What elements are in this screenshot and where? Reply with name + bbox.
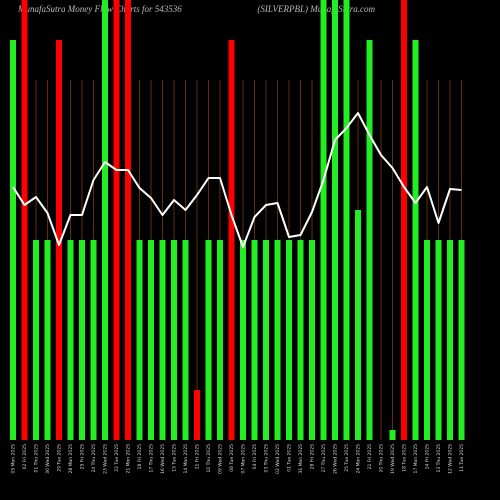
x-tick-label: 19 Wed 2025 — [390, 444, 396, 474]
x-tick-label: 26 Wed 2025 — [333, 444, 339, 474]
bar — [343, 0, 350, 440]
x-tick-label: 24 Mon 2025 — [356, 444, 362, 474]
x-tick-label: 14 Fri 2025 — [425, 444, 431, 470]
bar — [320, 0, 327, 440]
bar — [10, 40, 16, 440]
bar — [67, 240, 74, 440]
bar — [205, 240, 212, 440]
bar — [240, 240, 246, 440]
bar — [79, 240, 85, 440]
x-tick-label: 28 Fri 2025 — [310, 444, 316, 470]
bar — [194, 390, 200, 440]
bar — [90, 240, 97, 440]
bar — [159, 240, 166, 440]
x-tick-label: 22 Tue 2025 — [114, 444, 120, 472]
x-tick-label: 16 Wed 2025 — [160, 444, 166, 474]
x-tick-label: 02 Wed 2025 — [275, 444, 281, 474]
x-tick-label: 14 Mon 2025 — [183, 444, 189, 474]
bar — [274, 240, 281, 440]
x-tick-label: 12 Wed 2025 — [448, 444, 454, 474]
x-tick-label: 24 Thu 2025 — [91, 444, 97, 473]
bar — [44, 240, 51, 440]
bar — [424, 240, 430, 440]
x-tick-label: 25 Fri 2025 — [80, 444, 86, 470]
x-tick-label: 28 Mon 2025 — [68, 444, 74, 474]
x-tick-label: 31 Mon 2025 — [298, 444, 304, 474]
x-tick-label: 18 Fri 2025 — [137, 444, 143, 470]
x-tick-label: 21 Fri 2025 — [367, 444, 373, 470]
bar — [182, 240, 189, 440]
x-tick-label: 01 Tue 2025 — [287, 444, 293, 472]
x-tick-label: 27 Thu 2025 — [321, 444, 327, 473]
bar — [148, 240, 154, 440]
bar — [355, 210, 361, 440]
x-tick-label: 05 Mon 2025 — [11, 444, 17, 474]
x-tick-label: 23 Wed 2025 — [103, 444, 109, 474]
x-tick-label: 01 Thu 2025 — [34, 444, 40, 473]
x-tick-label: 11 Tue 2025 — [459, 444, 465, 472]
x-tick-label: 25 Tue 2025 — [344, 444, 350, 472]
x-tick-label: 17 Thu 2025 — [149, 444, 155, 473]
bar — [458, 240, 465, 440]
bar — [332, 0, 338, 440]
bar — [113, 0, 120, 440]
bar — [56, 40, 62, 440]
bar — [412, 40, 419, 440]
x-tick-label: 30 Wed 2025 — [45, 444, 51, 474]
x-tick-label: 21 Mon 2025 — [126, 444, 132, 474]
bar — [263, 240, 269, 440]
chart-subtitle: (SILVERPBL) MunafaSutra.com — [257, 4, 375, 14]
x-tick-label: 04 Fri 2025 — [252, 444, 258, 470]
x-tick-label: 11 Fri 2025 — [195, 444, 201, 470]
x-tick-label: 15 Tue 2025 — [172, 444, 178, 472]
bar — [286, 240, 292, 440]
price-line — [12, 112, 462, 248]
bar — [309, 240, 315, 440]
x-tick-label: 10 Thu 2025 — [206, 444, 212, 473]
bar — [401, 0, 407, 440]
bar — [251, 240, 258, 440]
bar — [102, 0, 108, 440]
bar — [136, 240, 143, 440]
bar — [171, 240, 177, 440]
x-tick-label: 13 Thu 2025 — [436, 444, 442, 473]
bar — [33, 240, 39, 440]
bar — [297, 240, 304, 440]
bar — [435, 240, 442, 440]
x-tick-label: 18 Tue 2025 — [402, 444, 408, 472]
bar — [125, 0, 131, 440]
bar — [228, 40, 235, 440]
x-tick-label: 29 Tue 2025 — [57, 444, 63, 472]
x-tick-label: 07 Mon 2025 — [241, 444, 247, 474]
chart-title: MunafaSutra Money Flow Charts for 543536 — [17, 4, 182, 14]
x-tick-label: 17 Mon 2025 — [413, 444, 419, 474]
x-tick-label: 20 Thu 2025 — [379, 444, 385, 473]
x-tick-label: 03 Thu 2025 — [264, 444, 270, 473]
x-tick-label: 02 Fri 2025 — [22, 444, 28, 470]
bar — [217, 240, 223, 440]
x-tick-label: 09 Wed 2025 — [218, 444, 224, 474]
x-tick-label: 08 Tue 2025 — [229, 444, 235, 472]
bar — [366, 40, 373, 440]
bar — [389, 430, 396, 440]
bar — [447, 240, 453, 440]
bar — [21, 0, 28, 440]
